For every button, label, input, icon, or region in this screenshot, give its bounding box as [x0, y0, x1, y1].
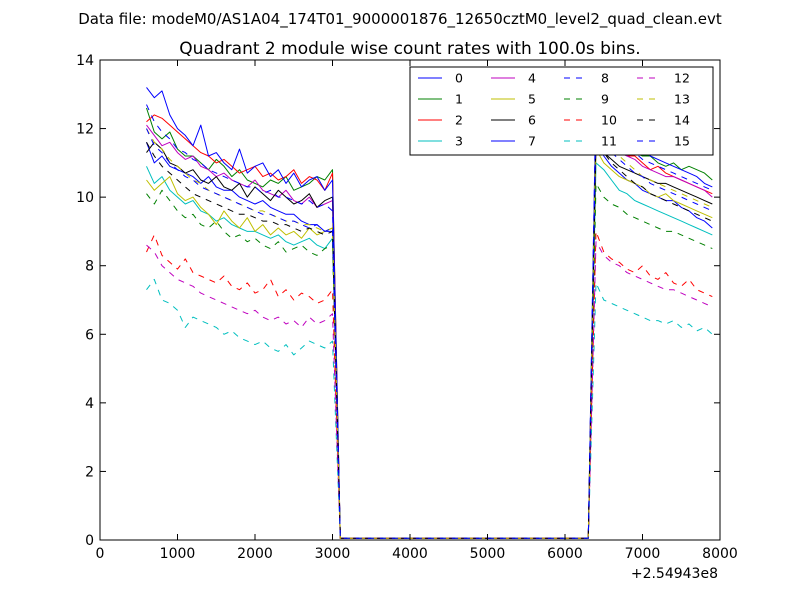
- legend-frame: [409, 66, 714, 156]
- series-line-1: [146, 107, 713, 539]
- series-line-3: [146, 162, 713, 539]
- legend-label-2: 2: [455, 113, 463, 128]
- ticks-layer: 0 1000 2000 3000 4000 5000 6000 7000 80000246810…: [76, 53, 738, 562]
- series-line-14: [146, 134, 713, 539]
- series-line-4: [146, 124, 713, 539]
- series-layer: [146, 87, 713, 539]
- y-tick-label: 14: [76, 53, 94, 69]
- legend-label-14: 14: [674, 113, 690, 128]
- legend-label-3: 3: [455, 134, 463, 149]
- series-line-13: [146, 117, 713, 539]
- series-line-10: [146, 230, 713, 539]
- x-tick-label: 6000: [547, 546, 583, 562]
- series-line-9: [146, 182, 713, 539]
- legend-label-1: 1: [455, 92, 463, 107]
- plot-frame: [99, 59, 721, 541]
- y-tick-label: 2: [85, 464, 94, 480]
- legend-label-11: 11: [601, 134, 617, 149]
- legend-label-9: 9: [601, 92, 609, 107]
- x-tick-label: 2000: [237, 546, 273, 562]
- legend-label-0: 0: [455, 71, 463, 86]
- series-line-11: [146, 278, 713, 539]
- x-tick-label: 8000: [702, 546, 738, 562]
- series-line-12: [146, 241, 713, 539]
- legend-label-6: 6: [528, 113, 536, 128]
- legend-label-4: 4: [528, 71, 536, 86]
- x-tick-label: 3000: [315, 546, 351, 562]
- y-tick-label: 12: [76, 122, 94, 138]
- series-line-2: [146, 114, 713, 539]
- y-tick-label: 4: [85, 396, 94, 412]
- y-tick-label: 8: [85, 259, 94, 275]
- legend-label-8: 8: [601, 71, 609, 86]
- x-tick-label: 1000: [160, 546, 196, 562]
- legend-label-12: 12: [674, 71, 690, 86]
- chart-suptitle: Data file: modeM0/AS1A04_174T01_90000018…: [78, 10, 722, 29]
- legend-label-15: 15: [674, 134, 690, 149]
- legend-label-13: 13: [674, 92, 690, 107]
- legend-label-7: 7: [528, 134, 536, 149]
- chart-title: Quadrant 2 module wise count rates with …: [179, 39, 640, 59]
- legend-label-5: 5: [528, 92, 536, 107]
- series-line-7: [146, 87, 713, 539]
- x-tick-label: 0: [96, 546, 105, 562]
- series-line-6: [146, 138, 713, 539]
- y-tick-label: 0: [85, 533, 94, 549]
- y-tick-label: 6: [85, 327, 94, 343]
- series-line-8: [146, 93, 713, 539]
- x-tick-label: 7000: [625, 546, 661, 562]
- x-offset-label: +2.54943e8: [631, 566, 718, 582]
- x-tick-label: 5000: [470, 546, 506, 562]
- y-tick-label: 10: [76, 190, 94, 206]
- legend-label-10: 10: [601, 113, 617, 128]
- x-tick-label: 4000: [392, 546, 428, 562]
